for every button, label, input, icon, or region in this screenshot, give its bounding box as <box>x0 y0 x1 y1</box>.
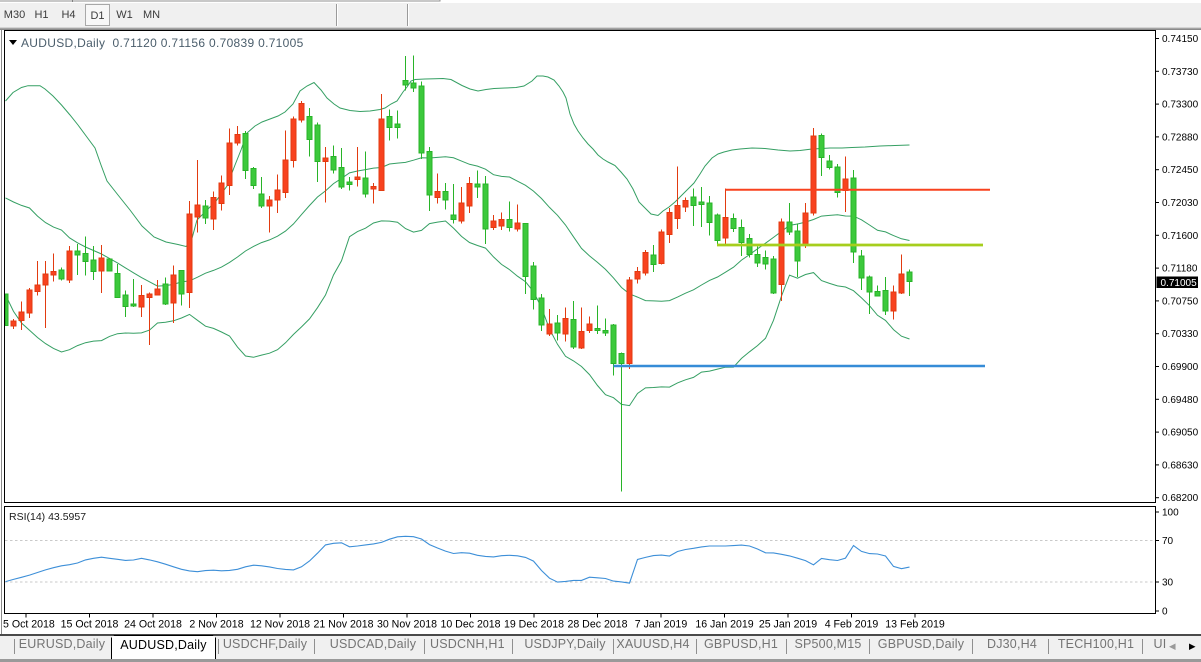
svg-text:70: 70 <box>1162 536 1174 547</box>
svg-text:15 Oct 2018: 15 Oct 2018 <box>61 619 119 631</box>
svg-text:100: 100 <box>1162 508 1179 519</box>
svg-text:AUDUSD,Daily 0.71120 0.71156: AUDUSD,Daily 0.71120 0.71156 0.70839 0.7… <box>21 36 304 50</box>
svg-text:24 Oct 2018: 24 Oct 2018 <box>124 619 182 631</box>
svg-text:19 Dec 2018: 19 Dec 2018 <box>504 619 564 631</box>
svg-text:0.72880: 0.72880 <box>1162 132 1199 143</box>
svg-text:0.73300: 0.73300 <box>1162 100 1199 111</box>
svg-text:25 Jan 2019: 25 Jan 2019 <box>759 619 817 631</box>
svg-text:28 Dec 2018: 28 Dec 2018 <box>567 619 627 631</box>
svg-text:0.70330: 0.70330 <box>1162 329 1199 340</box>
svg-text:12 Nov 2018: 12 Nov 2018 <box>250 619 310 631</box>
svg-text:0.74150: 0.74150 <box>1162 34 1199 45</box>
svg-text:RSI(14) 43.5957: RSI(14) 43.5957 <box>9 511 86 523</box>
svg-text:0.68200: 0.68200 <box>1162 493 1199 504</box>
svg-text:0.71180: 0.71180 <box>1162 264 1198 275</box>
svg-text:0.71005: 0.71005 <box>1161 278 1198 289</box>
svg-text:0.70750: 0.70750 <box>1162 296 1199 307</box>
svg-text:4 Feb 2019: 4 Feb 2019 <box>825 619 879 631</box>
svg-text:21 Nov 2018: 21 Nov 2018 <box>313 619 373 631</box>
svg-text:5 Oct 2018: 5 Oct 2018 <box>3 619 55 631</box>
svg-text:0: 0 <box>1162 607 1168 618</box>
svg-text:30 Nov 2018: 30 Nov 2018 <box>377 619 437 631</box>
svg-text:13 Feb 2019: 13 Feb 2019 <box>885 619 945 631</box>
svg-text:0.69900: 0.69900 <box>1162 362 1199 373</box>
svg-text:10 Dec 2018: 10 Dec 2018 <box>440 619 500 631</box>
svg-text:30: 30 <box>1162 578 1174 589</box>
svg-text:0.69480: 0.69480 <box>1162 395 1199 406</box>
svg-text:0.73730: 0.73730 <box>1162 67 1199 78</box>
svg-text:16 Jan 2019: 16 Jan 2019 <box>695 619 753 631</box>
svg-text:0.68630: 0.68630 <box>1162 460 1199 471</box>
svg-text:0.72030: 0.72030 <box>1162 198 1199 209</box>
svg-text:0.69050: 0.69050 <box>1162 428 1199 439</box>
svg-text:2 Nov 2018: 2 Nov 2018 <box>189 619 243 631</box>
svg-text:7 Jan 2019: 7 Jan 2019 <box>635 619 688 631</box>
svg-text:0.72450: 0.72450 <box>1162 165 1199 176</box>
svg-text:0.71600: 0.71600 <box>1162 231 1199 242</box>
